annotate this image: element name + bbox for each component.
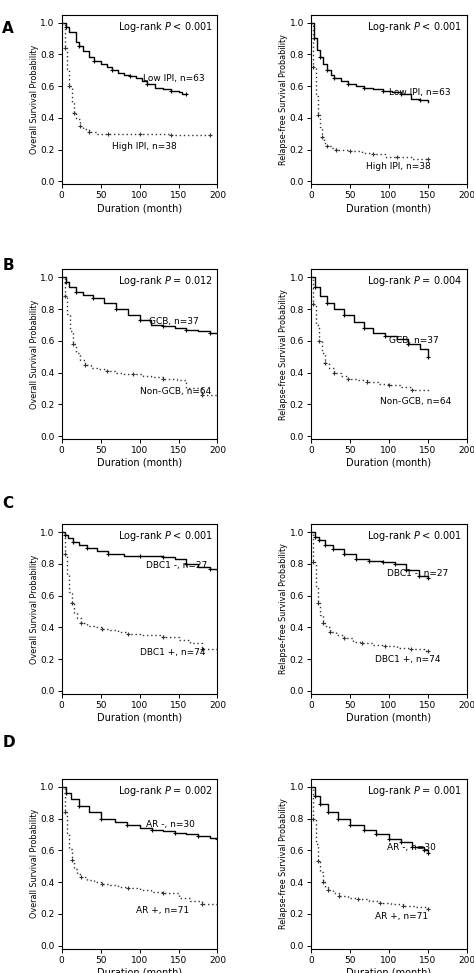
- Y-axis label: Overall Survival Probability: Overall Survival Probability: [30, 300, 39, 409]
- Text: Log-rank $\mathit{P}$ = 0.001: Log-rank $\mathit{P}$ = 0.001: [367, 784, 462, 798]
- Text: Non-GCB, n=64: Non-GCB, n=64: [380, 397, 451, 406]
- Text: Low IPI, n=63: Low IPI, n=63: [144, 74, 205, 83]
- Text: Log-rank $\mathit{P}$ < 0.001: Log-rank $\mathit{P}$ < 0.001: [367, 529, 462, 543]
- X-axis label: Duration (month): Duration (month): [97, 967, 182, 973]
- Text: GCB, n=37: GCB, n=37: [149, 317, 199, 326]
- Y-axis label: Relapse-free Survival Probability: Relapse-free Survival Probability: [279, 798, 288, 929]
- Text: Log-rank $\mathit{P}$ = 0.002: Log-rank $\mathit{P}$ = 0.002: [118, 784, 213, 798]
- Text: D: D: [2, 735, 15, 749]
- Text: A: A: [2, 21, 14, 36]
- Text: AR -, n=30: AR -, n=30: [146, 820, 195, 829]
- Text: Log-rank $\mathit{P}$ = 0.012: Log-rank $\mathit{P}$ = 0.012: [118, 274, 213, 288]
- Text: AR +, n=71: AR +, n=71: [136, 906, 189, 915]
- Text: Log-rank $\mathit{P}$ < 0.001: Log-rank $\mathit{P}$ < 0.001: [118, 19, 213, 34]
- Text: DBC1 -, n=27: DBC1 -, n=27: [387, 569, 449, 578]
- Text: C: C: [2, 496, 13, 511]
- Text: Low IPI, n=63: Low IPI, n=63: [389, 88, 451, 97]
- Text: DBC1 -, n=27: DBC1 -, n=27: [146, 560, 207, 570]
- Text: Log-rank $\mathit{P}$ < 0.001: Log-rank $\mathit{P}$ < 0.001: [118, 529, 213, 543]
- X-axis label: Duration (month): Duration (month): [346, 458, 431, 468]
- Y-axis label: Relapse-free Survival Probability: Relapse-free Survival Probability: [279, 289, 288, 419]
- X-axis label: Duration (month): Duration (month): [346, 967, 431, 973]
- Text: Log-rank $\mathit{P}$ < 0.001: Log-rank $\mathit{P}$ < 0.001: [367, 19, 462, 34]
- Y-axis label: Overall Survival Probability: Overall Survival Probability: [30, 810, 39, 919]
- Text: B: B: [2, 258, 14, 272]
- Y-axis label: Relapse-free Survival Probability: Relapse-free Survival Probability: [279, 34, 288, 165]
- Text: AR +, n=71: AR +, n=71: [375, 913, 428, 921]
- Text: High IPI, n=38: High IPI, n=38: [112, 142, 177, 151]
- Text: Log-rank $\mathit{P}$ = 0.004: Log-rank $\mathit{P}$ = 0.004: [367, 274, 462, 288]
- Text: GCB, n=37: GCB, n=37: [389, 337, 439, 345]
- X-axis label: Duration (month): Duration (month): [97, 712, 182, 723]
- Text: High IPI, n=38: High IPI, n=38: [365, 162, 430, 171]
- Text: AR -, n=30: AR -, n=30: [387, 843, 436, 851]
- X-axis label: Duration (month): Duration (month): [346, 712, 431, 723]
- Text: DBC1 +, n=74: DBC1 +, n=74: [375, 655, 440, 664]
- X-axis label: Duration (month): Duration (month): [346, 203, 431, 213]
- Text: DBC1 +, n=74: DBC1 +, n=74: [139, 648, 205, 657]
- X-axis label: Duration (month): Duration (month): [97, 458, 182, 468]
- Y-axis label: Overall Survival Probability: Overall Survival Probability: [30, 555, 39, 664]
- Y-axis label: Relapse-free Survival Probability: Relapse-free Survival Probability: [279, 544, 288, 674]
- X-axis label: Duration (month): Duration (month): [97, 203, 182, 213]
- Text: Non-GCB, n=64: Non-GCB, n=64: [139, 387, 211, 396]
- Y-axis label: Overall Survival Probability: Overall Survival Probability: [30, 45, 39, 154]
